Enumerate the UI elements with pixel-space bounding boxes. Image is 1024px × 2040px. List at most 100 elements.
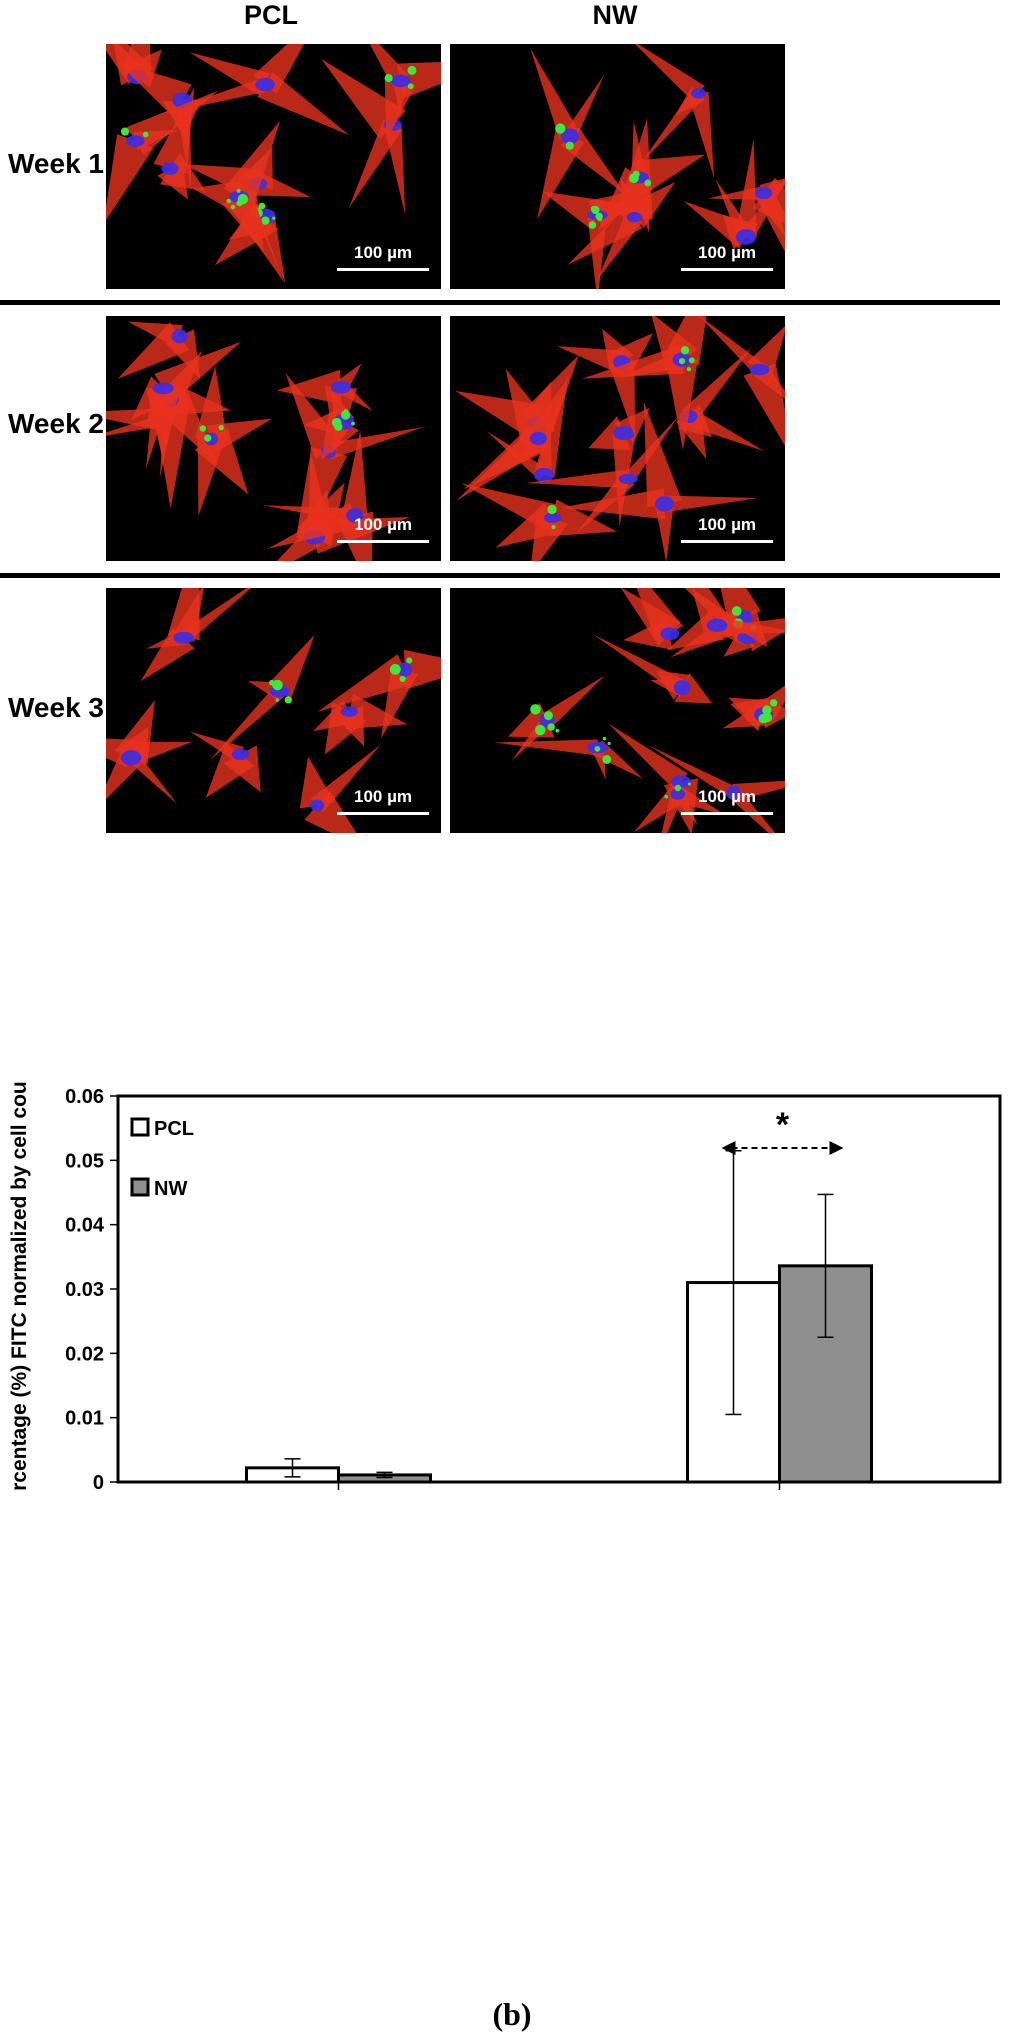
fitc-particle	[226, 198, 232, 204]
y-tick-label: 0	[93, 1472, 104, 1490]
cell	[313, 693, 408, 755]
micrograph-pcl-week-2: 100 µm	[106, 316, 441, 561]
nucleus	[706, 618, 728, 632]
nucleus	[655, 496, 674, 512]
fitc-particle	[199, 425, 207, 432]
cell	[106, 90, 219, 221]
actin-filament	[688, 91, 715, 179]
fitc-particle	[602, 736, 607, 741]
fitc-particle	[762, 705, 772, 715]
cell	[299, 744, 381, 833]
cell-stain-texture	[106, 588, 441, 833]
y-tick-label: 0.03	[65, 1279, 104, 1301]
fitc-particle	[237, 193, 249, 205]
cell	[633, 782, 726, 833]
actin-filament	[165, 329, 201, 380]
actin-filament	[527, 381, 566, 444]
cell	[722, 685, 785, 732]
row-label-week-1: Week 1	[8, 148, 104, 179]
nucleus	[670, 788, 686, 800]
micrograph-nw-week-2: 100 µm	[450, 316, 785, 561]
actin-filament	[608, 359, 636, 438]
fitc-particle	[688, 357, 695, 364]
fitc-particle	[543, 711, 553, 721]
cell	[262, 430, 373, 561]
actin-filament	[674, 673, 713, 704]
nucleus	[543, 512, 562, 524]
fitc-particle	[236, 188, 241, 193]
y-tick-label: 0.05	[65, 1150, 104, 1172]
actin-filament	[304, 790, 357, 833]
fitc-particle	[399, 675, 406, 683]
fitc-particle	[547, 723, 555, 731]
actin-filament	[326, 426, 425, 460]
fitc-particle	[607, 741, 611, 746]
nucleus	[735, 229, 757, 245]
actin-filament	[560, 127, 626, 196]
cell	[530, 48, 626, 220]
actin-filament	[648, 745, 737, 798]
scale-bar	[681, 812, 773, 815]
actin-filament	[617, 351, 685, 379]
nucleus	[161, 162, 179, 175]
nucleus	[340, 706, 358, 717]
scale-bar	[681, 540, 773, 543]
actin-filament	[548, 499, 617, 537]
fitc-particle	[687, 782, 691, 786]
fitc-particle	[591, 205, 600, 215]
cell	[557, 328, 654, 438]
fitc-particle	[389, 663, 401, 675]
cell	[192, 120, 285, 283]
scale-bar-label: 100 µm	[698, 243, 756, 262]
actin-filament	[194, 366, 228, 440]
nucleus	[626, 211, 643, 223]
actin-filament	[720, 588, 761, 625]
fitc-particle	[678, 357, 686, 365]
nucleus	[560, 128, 580, 145]
nucleus	[726, 785, 741, 800]
fitc-particle	[384, 74, 393, 83]
actin-filament	[593, 634, 686, 695]
cell	[117, 321, 201, 380]
fitc-particle	[555, 728, 560, 733]
legend-label-pcl: PCL	[154, 1118, 194, 1140]
fitc-particle	[597, 216, 603, 222]
row-label-week-3: Week 3	[8, 692, 104, 723]
fitc-particle	[272, 216, 276, 220]
actin-filament	[681, 347, 752, 423]
actin-filament	[189, 52, 270, 96]
fitc-particle	[275, 698, 279, 702]
actin-filament	[461, 483, 558, 532]
nucleus	[120, 750, 142, 766]
fitc-particle	[230, 204, 236, 210]
actin-filament	[526, 469, 629, 489]
fitc-particle	[664, 794, 669, 799]
y-tick-label: 0.06	[65, 1086, 104, 1108]
fitc-particle	[284, 696, 293, 704]
actin-filament	[560, 488, 666, 520]
actin-filament	[608, 723, 688, 790]
significance-arrow	[721, 1141, 844, 1155]
row-divider	[0, 300, 1000, 305]
actin-filament	[209, 686, 285, 761]
fitc-particle	[547, 504, 557, 515]
actin-filament	[456, 428, 546, 501]
actin-filament	[530, 48, 580, 141]
nucleus	[152, 382, 174, 395]
nucleus	[529, 431, 547, 446]
nucleus	[173, 631, 195, 644]
fitc-particle	[551, 525, 556, 530]
actin-filament	[126, 90, 219, 156]
y-tick-label: 0.01	[65, 1408, 104, 1430]
cell	[620, 588, 683, 650]
micrograph-pcl-week-3: 100 µm	[106, 588, 441, 833]
cell	[666, 588, 785, 651]
scale-bar	[337, 812, 429, 815]
fitc-particle	[769, 699, 778, 707]
actin-filament	[276, 369, 342, 405]
fitc-particle	[555, 123, 566, 134]
actin-filament	[755, 187, 785, 237]
actin-filament	[223, 745, 261, 793]
row-label-week-2: Week 2	[8, 408, 104, 439]
fitc-particle	[731, 606, 742, 616]
